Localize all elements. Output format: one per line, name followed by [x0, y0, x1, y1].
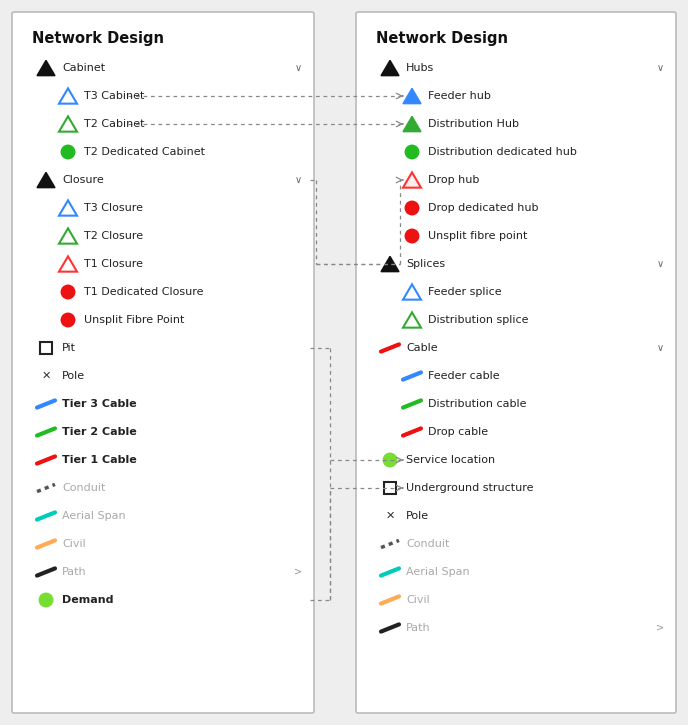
Text: Demand: Demand	[62, 595, 114, 605]
Bar	[40, 342, 52, 354]
Text: Feeder cable: Feeder cable	[428, 371, 499, 381]
Text: Service location: Service location	[406, 455, 495, 465]
Circle shape	[61, 145, 75, 159]
Text: Tier 2 Cable: Tier 2 Cable	[62, 427, 137, 437]
Polygon shape	[59, 257, 77, 272]
FancyBboxPatch shape	[356, 12, 676, 713]
Text: >: >	[656, 623, 664, 633]
Text: ✕: ✕	[385, 511, 395, 521]
Text: Distribution dedicated hub: Distribution dedicated hub	[428, 147, 577, 157]
Text: T2 Cabinet: T2 Cabinet	[84, 119, 144, 129]
Text: Network Design: Network Design	[376, 30, 508, 46]
Text: Civil: Civil	[406, 595, 430, 605]
Text: Hubs: Hubs	[406, 63, 434, 73]
Text: Path: Path	[406, 623, 431, 633]
Text: ∨: ∨	[294, 63, 301, 73]
Text: Cabinet: Cabinet	[62, 63, 105, 73]
Text: Closure: Closure	[62, 175, 104, 185]
Polygon shape	[403, 284, 421, 299]
Polygon shape	[37, 60, 55, 75]
Text: Pole: Pole	[406, 511, 429, 521]
Polygon shape	[59, 200, 77, 215]
Circle shape	[383, 453, 397, 467]
Text: Pit: Pit	[62, 343, 76, 353]
Polygon shape	[403, 116, 421, 132]
Text: >: >	[294, 567, 302, 577]
Text: Path: Path	[62, 567, 87, 577]
Text: Conduit: Conduit	[406, 539, 449, 549]
Text: Tier 1 Cable: Tier 1 Cable	[62, 455, 137, 465]
Text: T1 Closure: T1 Closure	[84, 259, 143, 269]
Circle shape	[61, 285, 75, 299]
Circle shape	[61, 313, 75, 327]
Polygon shape	[381, 60, 399, 75]
Text: Distribution Hub: Distribution Hub	[428, 119, 519, 129]
Text: Feeder hub: Feeder hub	[428, 91, 491, 101]
Polygon shape	[403, 312, 421, 328]
Text: T1 Dedicated Closure: T1 Dedicated Closure	[84, 287, 204, 297]
Circle shape	[405, 202, 419, 215]
Bar	[384, 482, 396, 494]
FancyBboxPatch shape	[12, 12, 314, 713]
Circle shape	[39, 593, 53, 607]
Text: ∨: ∨	[294, 175, 301, 185]
Polygon shape	[59, 116, 77, 132]
Text: Conduit: Conduit	[62, 483, 105, 493]
Circle shape	[405, 145, 419, 159]
Text: Splices: Splices	[406, 259, 445, 269]
Polygon shape	[59, 228, 77, 244]
Text: Civil: Civil	[62, 539, 86, 549]
Text: Distribution cable: Distribution cable	[428, 399, 526, 409]
Text: Distribution splice: Distribution splice	[428, 315, 528, 325]
Text: Tier 3 Cable: Tier 3 Cable	[62, 399, 137, 409]
Text: ∨: ∨	[656, 343, 663, 353]
Text: T2 Closure: T2 Closure	[84, 231, 143, 241]
Text: Cable: Cable	[406, 343, 438, 353]
Text: Drop hub: Drop hub	[428, 175, 480, 185]
Text: T3 Closure: T3 Closure	[84, 203, 143, 213]
Circle shape	[405, 229, 419, 243]
Text: Aerial Span: Aerial Span	[62, 511, 126, 521]
Text: Underground structure: Underground structure	[406, 483, 533, 493]
Polygon shape	[403, 173, 421, 188]
Text: T2 Dedicated Cabinet: T2 Dedicated Cabinet	[84, 147, 205, 157]
Text: Drop cable: Drop cable	[428, 427, 488, 437]
Polygon shape	[403, 88, 421, 104]
Polygon shape	[37, 173, 55, 188]
Text: Drop dedicated hub: Drop dedicated hub	[428, 203, 539, 213]
Text: Unsplit fibre point: Unsplit fibre point	[428, 231, 528, 241]
Text: ∨: ∨	[656, 259, 663, 269]
Text: ✕: ✕	[41, 371, 51, 381]
Text: Aerial Span: Aerial Span	[406, 567, 470, 577]
Text: ∨: ∨	[656, 63, 663, 73]
Text: T3 Cabinet: T3 Cabinet	[84, 91, 144, 101]
Text: Feeder splice: Feeder splice	[428, 287, 502, 297]
Polygon shape	[59, 88, 77, 104]
Polygon shape	[381, 257, 399, 272]
Text: Unsplit Fibre Point: Unsplit Fibre Point	[84, 315, 184, 325]
Text: Pole: Pole	[62, 371, 85, 381]
Text: Network Design: Network Design	[32, 30, 164, 46]
